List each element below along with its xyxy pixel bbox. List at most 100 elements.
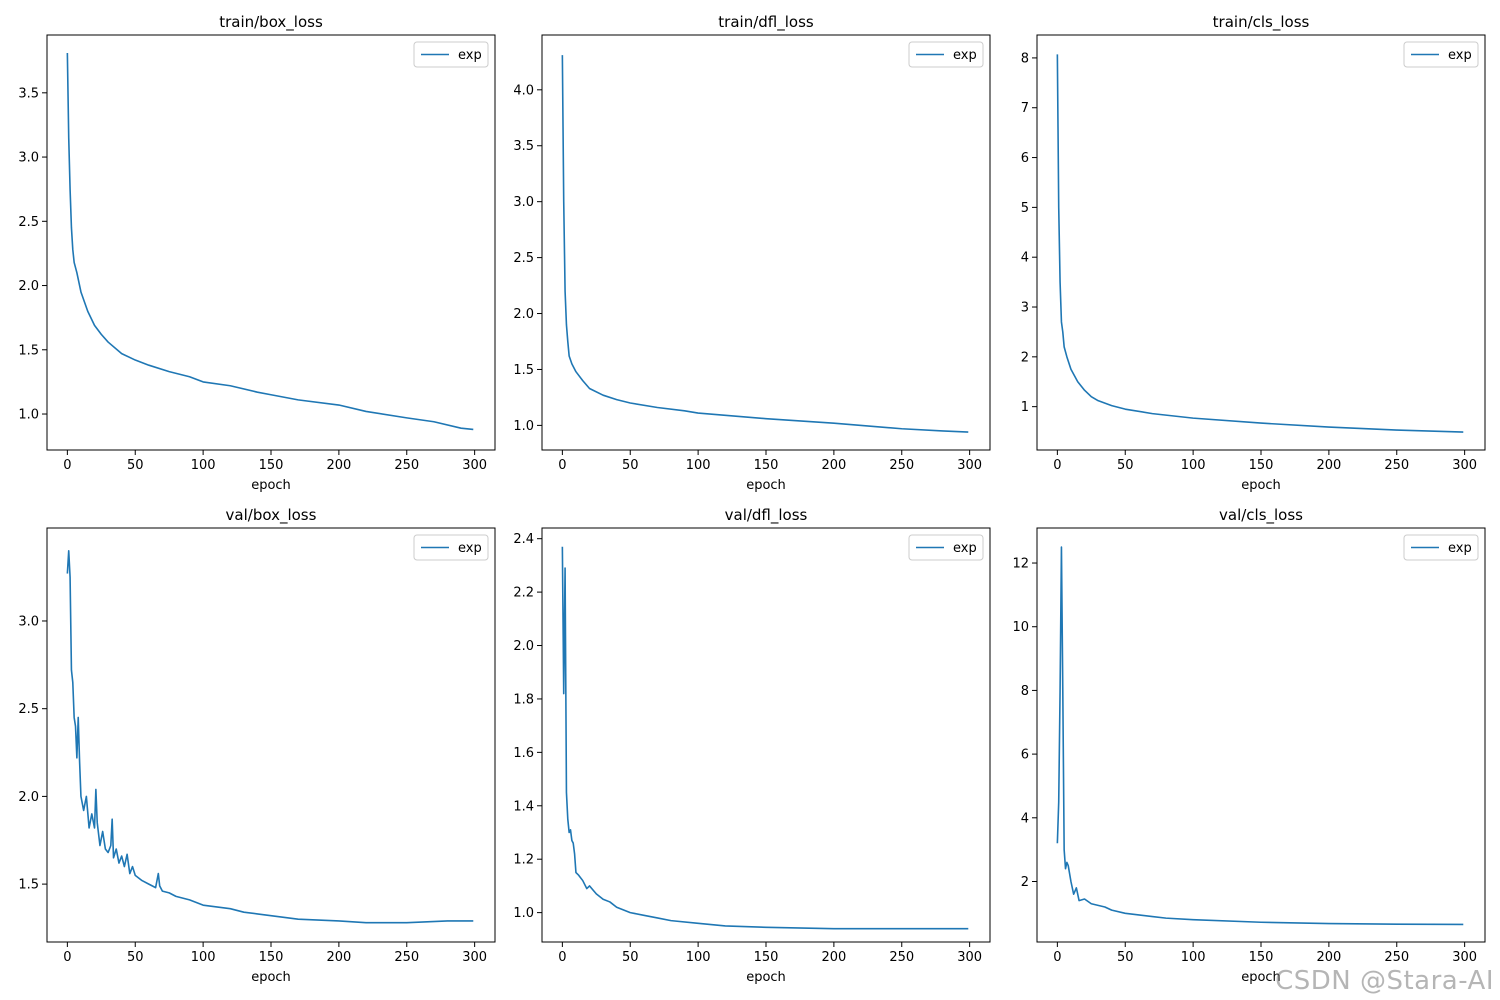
legend: exp bbox=[1403, 534, 1479, 561]
y-tick-label: 8 bbox=[1021, 51, 1029, 66]
chart-title: train/box_loss bbox=[219, 13, 323, 32]
y-tick-label: 3.0 bbox=[18, 151, 39, 166]
x-tick-label: 0 bbox=[63, 458, 71, 473]
y-tick-label: 4.0 bbox=[513, 83, 534, 98]
x-tick-label: 100 bbox=[191, 458, 216, 473]
chart-title: val/cls_loss bbox=[1219, 506, 1303, 525]
axes-frame bbox=[541, 34, 991, 451]
y-tick-label: 1.0 bbox=[18, 408, 39, 423]
legend-box bbox=[413, 41, 489, 68]
x-tick-label: 150 bbox=[1249, 458, 1274, 473]
x-tick-label: 100 bbox=[191, 950, 216, 965]
legend-label: exp bbox=[458, 541, 482, 556]
series-line-exp bbox=[561, 546, 969, 930]
x-tick-label: 250 bbox=[1384, 950, 1409, 965]
axes-frame bbox=[46, 527, 496, 943]
legend-box bbox=[413, 534, 489, 561]
y-tick-label: 1.5 bbox=[18, 343, 39, 358]
x-tick-label: 300 bbox=[462, 458, 487, 473]
x-axis-label: epoch bbox=[251, 478, 291, 493]
x-tick-label: 50 bbox=[622, 950, 639, 965]
series-line-exp bbox=[561, 55, 969, 433]
y-tick-label: 1.5 bbox=[18, 878, 39, 893]
y-tick-label: 1.5 bbox=[513, 363, 534, 378]
y-tick-label: 1.4 bbox=[513, 799, 534, 814]
x-tick-label: 0 bbox=[63, 950, 71, 965]
y-tick-label: 12 bbox=[1012, 557, 1029, 572]
x-tick-label: 50 bbox=[622, 458, 639, 473]
y-tick-label: 3.0 bbox=[18, 614, 39, 629]
y-tick-label: 6 bbox=[1021, 151, 1029, 166]
x-tick-label: 100 bbox=[1181, 458, 1206, 473]
x-tick-label: 200 bbox=[326, 458, 351, 473]
legend-label: exp bbox=[953, 48, 977, 63]
x-tick-label: 50 bbox=[127, 950, 144, 965]
x-tick-label: 150 bbox=[754, 950, 779, 965]
x-tick-label: 150 bbox=[754, 458, 779, 473]
y-tick-label: 6 bbox=[1021, 748, 1029, 763]
axes-frame bbox=[1036, 527, 1486, 943]
y-tick-label: 2.0 bbox=[18, 790, 39, 805]
chart-title: train/cls_loss bbox=[1213, 13, 1310, 32]
y-tick-label: 2 bbox=[1021, 875, 1029, 890]
x-tick-label: 0 bbox=[1053, 950, 1061, 965]
series-line-exp bbox=[66, 52, 474, 431]
x-tick-label: 300 bbox=[1452, 950, 1477, 965]
x-tick-label: 250 bbox=[394, 458, 419, 473]
x-axis-label: epoch bbox=[251, 970, 291, 985]
x-tick-label: 0 bbox=[558, 458, 566, 473]
series-line-exp bbox=[66, 550, 474, 924]
legend: exp bbox=[413, 41, 489, 68]
x-tick-label: 200 bbox=[1316, 458, 1341, 473]
y-tick-label: 1.8 bbox=[513, 692, 534, 707]
subplot-5: val/dfl_loss 0 50 100 150 200 250 300 1.0 1.2 1.4 1… bbox=[513, 506, 991, 985]
x-tick-label: 250 bbox=[394, 950, 419, 965]
x-axis-label: epoch bbox=[1241, 970, 1281, 985]
chart-title: train/dfl_loss bbox=[718, 13, 814, 32]
legend-box bbox=[1403, 41, 1479, 68]
chart-title: val/box_loss bbox=[226, 506, 317, 525]
x-tick-label: 300 bbox=[462, 950, 487, 965]
y-tick-label: 2.0 bbox=[513, 639, 534, 654]
x-tick-label: 300 bbox=[1452, 458, 1477, 473]
legend: exp bbox=[413, 534, 489, 561]
y-tick-label: 3.5 bbox=[18, 86, 39, 101]
subplot-1: train/box_loss 0 50 100 150 200 250 300 1.0 1.5 2.… bbox=[18, 13, 496, 493]
y-tick-label: 10 bbox=[1012, 620, 1029, 635]
y-tick-label: 2.0 bbox=[513, 307, 534, 322]
chart-title: val/dfl_loss bbox=[725, 506, 808, 525]
x-axis-label: epoch bbox=[1241, 478, 1281, 493]
legend-label: exp bbox=[1448, 48, 1472, 63]
legend-box bbox=[1403, 534, 1479, 561]
y-tick-label: 1.2 bbox=[513, 853, 534, 868]
subplot-2: train/dfl_loss 0 50 100 150 200 250 300 1.0 1.5 2.… bbox=[513, 13, 991, 493]
x-tick-label: 50 bbox=[127, 458, 144, 473]
x-tick-label: 150 bbox=[259, 950, 284, 965]
series-line-exp bbox=[1056, 546, 1464, 926]
x-axis-label: epoch bbox=[746, 970, 786, 985]
legend-box bbox=[908, 41, 984, 68]
y-tick-label: 4 bbox=[1021, 811, 1029, 826]
x-tick-label: 150 bbox=[1249, 950, 1274, 965]
x-axis-label: epoch bbox=[746, 478, 786, 493]
y-tick-label: 3.5 bbox=[513, 139, 534, 154]
y-tick-label: 2 bbox=[1021, 350, 1029, 365]
x-tick-label: 200 bbox=[326, 950, 351, 965]
x-tick-label: 200 bbox=[821, 950, 846, 965]
x-tick-label: 200 bbox=[1316, 950, 1341, 965]
y-tick-label: 2.5 bbox=[18, 702, 39, 717]
x-tick-label: 250 bbox=[889, 950, 914, 965]
x-tick-label: 250 bbox=[889, 458, 914, 473]
axes-frame bbox=[1036, 34, 1486, 451]
y-tick-label: 2.4 bbox=[513, 532, 534, 547]
legend: exp bbox=[908, 41, 984, 68]
y-tick-label: 2.5 bbox=[18, 215, 39, 230]
subplot-6: val/cls_loss 0 50 100 150 200 250 300 2 4 6 8 10 12 ep… bbox=[1012, 506, 1486, 985]
x-tick-label: 0 bbox=[558, 950, 566, 965]
y-tick-label: 2.2 bbox=[513, 586, 534, 601]
series-line-exp bbox=[1056, 54, 1464, 433]
x-tick-label: 300 bbox=[957, 458, 982, 473]
watermark-text: CSDN @Stara-AI bbox=[1275, 966, 1494, 996]
y-tick-label: 8 bbox=[1021, 684, 1029, 699]
